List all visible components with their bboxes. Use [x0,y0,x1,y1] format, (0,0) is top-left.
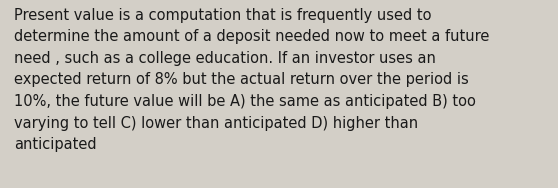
Text: Present value is a computation that is frequently used to
determine the amount o: Present value is a computation that is f… [14,8,489,152]
